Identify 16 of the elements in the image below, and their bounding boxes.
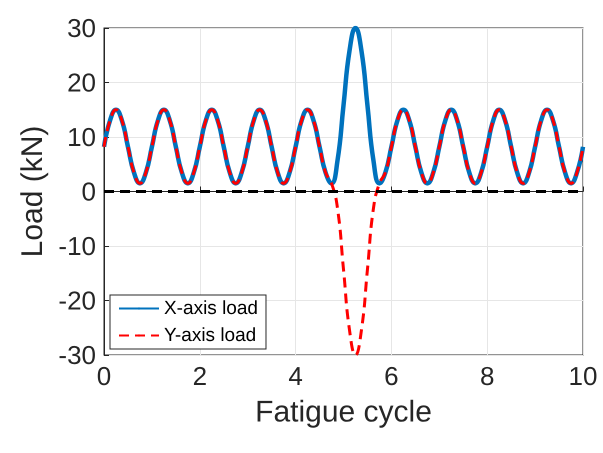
y-tick-label: -30	[58, 340, 96, 370]
x-tick-label: 2	[192, 361, 208, 391]
x-tick-label: 8	[480, 361, 494, 391]
y-tick-label: 30	[67, 13, 96, 43]
y-tick-label: 10	[67, 122, 96, 152]
x-axis-title: Fatigue cycle	[255, 396, 432, 428]
x-tick-label: 4	[288, 361, 303, 391]
y-tick-label: 0	[82, 176, 96, 206]
x-tick-label: 6	[384, 361, 399, 391]
y-tick-label: 20	[67, 68, 96, 98]
legend-label: X-axis load	[164, 298, 258, 319]
y-tick-label: -10	[58, 231, 96, 261]
x-tick-label: 10	[568, 361, 598, 391]
legend-label: Y-axis load	[164, 325, 256, 346]
y-tick-label: -20	[58, 286, 96, 316]
y-axis-title: Load (kN)	[16, 126, 50, 258]
